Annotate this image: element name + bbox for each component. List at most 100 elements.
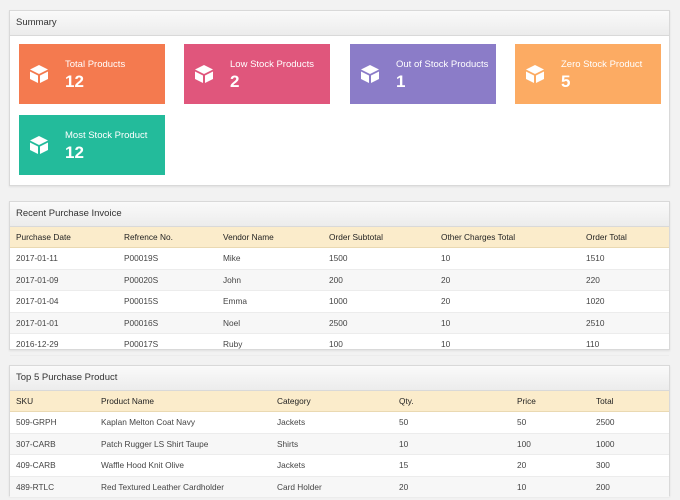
column-header[interactable]: Refrence No.: [118, 227, 217, 248]
table-cell: 15: [393, 454, 511, 477]
table-cell: Emma: [217, 290, 323, 313]
table-cell: 1500: [323, 247, 435, 270]
table-row[interactable]: 2017-01-01 P00016S Noel 2500 10 2510: [10, 312, 669, 334]
table-cell: 20: [435, 290, 580, 313]
column-header[interactable]: Price: [511, 391, 590, 412]
table-cell: Card Holder: [271, 476, 393, 498]
table-cell: 409-CARB: [10, 454, 95, 477]
tile-most-stock-product[interactable]: Most Stock Product 12: [19, 115, 165, 175]
table-cell: 2017-01-01: [10, 312, 118, 334]
column-header[interactable]: Category: [271, 391, 393, 412]
table-cell: 2017-01-11: [10, 247, 118, 270]
table-cell: Mike: [217, 247, 323, 270]
table-row[interactable]: 509-GRPH Kaplan Melton Coat Navy Jackets…: [10, 411, 669, 434]
tile-value: 5: [561, 72, 571, 91]
cube-icon: [29, 64, 49, 84]
column-header[interactable]: Order Total: [580, 227, 669, 248]
table-cell: 2500: [323, 312, 435, 334]
table-cell: 10: [435, 333, 580, 356]
table-cell: Jackets: [271, 454, 393, 477]
table-row[interactable]: 2017-01-04 P00015S Emma 1000 20 1020: [10, 290, 669, 313]
table-cell: Patch Rugger LS Shirt Taupe: [95, 433, 271, 455]
cube-icon: [360, 64, 380, 84]
recent-purchase-invoice-panel: Recent Purchase Invoice Purchase Date Re…: [9, 201, 670, 356]
table-cell: 200: [323, 269, 435, 291]
tile-label: Low Stock Products: [230, 59, 314, 70]
column-header[interactable]: Purchase Date: [10, 227, 118, 248]
column-header[interactable]: Vendor Name: [217, 227, 323, 248]
table-row[interactable]: 489-RTLC Red Textured Leather Cardholder…: [10, 476, 669, 498]
table-cell: Ruby: [217, 333, 323, 356]
tile-value: 1: [396, 72, 406, 91]
table-cell: P00017S: [118, 333, 217, 356]
table-cell: 10: [511, 476, 590, 498]
tile-label: Total Products: [65, 59, 126, 70]
table-cell: 1000: [590, 433, 669, 455]
cube-icon: [525, 64, 545, 84]
column-header[interactable]: SKU: [10, 391, 95, 412]
table-cell: 1510: [580, 247, 669, 270]
table-cell: 10: [435, 247, 580, 270]
table-cell: 20: [511, 454, 590, 477]
column-header[interactable]: Order Subtotal: [323, 227, 435, 248]
table-cell: 200: [590, 476, 669, 498]
tile-zero-stock-product[interactable]: Zero Stock Product 5: [515, 44, 661, 104]
table-cell: 50: [393, 411, 511, 434]
table-cell: 50: [511, 411, 590, 434]
top5-title: Top 5 Purchase Product: [10, 366, 669, 391]
table-cell: 20: [435, 269, 580, 291]
tile-out-of-stock-products[interactable]: Out of Stock Products 1: [350, 44, 496, 104]
summary-panel: Summary Total Products 12 Low Stock Prod…: [9, 10, 670, 186]
table-cell: 1000: [323, 290, 435, 313]
cube-icon: [29, 135, 49, 155]
table-cell: 10: [393, 433, 511, 455]
table-cell: Noel: [217, 312, 323, 334]
table-row[interactable]: 307-CARB Patch Rugger LS Shirt Taupe Shi…: [10, 433, 669, 455]
top-5-purchase-product-panel: Top 5 Purchase Product SKU Product Name …: [9, 365, 670, 498]
table-cell: 489-RTLC: [10, 476, 95, 498]
table-cell: Kaplan Melton Coat Navy: [95, 411, 271, 434]
cube-icon: [194, 64, 214, 84]
table-cell: 2017-01-09: [10, 269, 118, 291]
table-cell: Shirts: [271, 433, 393, 455]
table-cell: 307-CARB: [10, 433, 95, 455]
table-row[interactable]: 2017-01-11 P00019S Mike 1500 10 1510: [10, 247, 669, 270]
column-header[interactable]: Total: [590, 391, 669, 412]
table-row[interactable]: 2016-12-29 P00017S Ruby 100 10 110: [10, 333, 669, 356]
invoice-title: Recent Purchase Invoice: [10, 202, 669, 227]
table-cell: 2017-01-04: [10, 290, 118, 313]
table-cell: P00015S: [118, 290, 217, 313]
column-header[interactable]: Product Name: [95, 391, 271, 412]
table-cell: 2500: [590, 411, 669, 434]
table-cell: 110: [580, 333, 669, 356]
table-row[interactable]: 409-CARB Waffle Hood Knit Olive Jackets …: [10, 454, 669, 477]
table-cell: 100: [511, 433, 590, 455]
table-header-row: SKU Product Name Category Qty. Price Tot…: [10, 391, 669, 412]
table-cell: Red Textured Leather Cardholder: [95, 476, 271, 498]
tile-value: 12: [65, 143, 84, 162]
tile-label: Zero Stock Product: [561, 59, 643, 70]
table-cell: 20: [393, 476, 511, 498]
table-cell: 220: [580, 269, 669, 291]
tile-total-products[interactable]: Total Products 12: [19, 44, 165, 104]
table-cell: 509-GRPH: [10, 411, 95, 434]
invoice-table: Purchase Date Refrence No. Vendor Name O…: [10, 227, 669, 356]
table-cell: P00019S: [118, 247, 217, 270]
column-header[interactable]: Qty.: [393, 391, 511, 412]
tile-low-stock-products[interactable]: Low Stock Products 2: [184, 44, 330, 104]
table-row[interactable]: 2017-01-09 P00020S John 200 20 220: [10, 269, 669, 291]
tile-value: 2: [230, 72, 240, 91]
tile-label: Most Stock Product: [65, 130, 148, 141]
column-header[interactable]: Other Charges Total: [435, 227, 580, 248]
top5-table: SKU Product Name Category Qty. Price Tot…: [10, 391, 669, 498]
table-cell: 100: [323, 333, 435, 356]
table-cell: 2510: [580, 312, 669, 334]
summary-title: Summary: [10, 11, 669, 36]
table-cell: 2016-12-29: [10, 333, 118, 356]
tile-value: 12: [65, 72, 84, 91]
table-cell: P00020S: [118, 269, 217, 291]
table-cell: Jackets: [271, 411, 393, 434]
table-cell: 10: [435, 312, 580, 334]
table-cell: John: [217, 269, 323, 291]
table-cell: Waffle Hood Knit Olive: [95, 454, 271, 477]
